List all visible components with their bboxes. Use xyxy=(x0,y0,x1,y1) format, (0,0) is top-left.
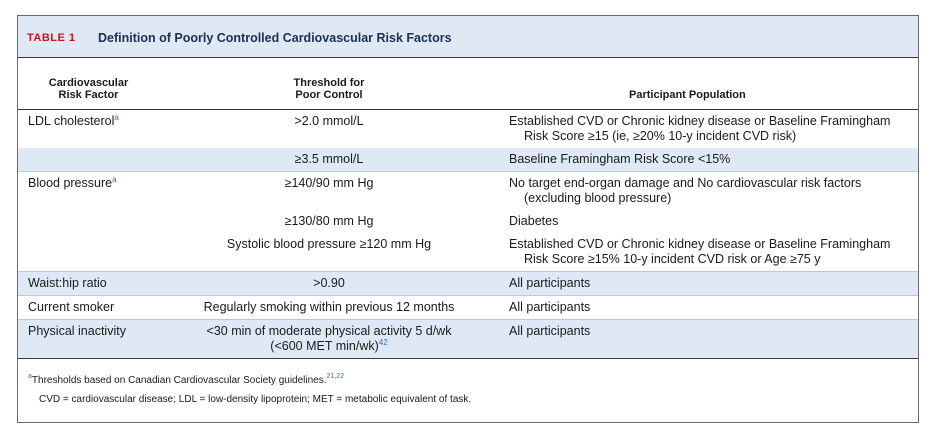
table-row: ≥3.5 mmol/L Baseline Framingham Risk Sco… xyxy=(18,147,918,171)
risk-factor-cell xyxy=(18,147,159,171)
table-row: Blood pressurea ≥140/90 mm Hg No target … xyxy=(18,170,918,210)
table-footnotes: aThresholds based on Canadian Cardiovasc… xyxy=(18,358,918,405)
header-row: Cardiovascular Risk Factor Threshold for… xyxy=(18,58,918,110)
threshold-cell: <30 min of moderate physical activity 5 … xyxy=(159,318,499,358)
table-label: TABLE 1 xyxy=(27,32,76,44)
table-row: Physical inactivity <30 min of moderate … xyxy=(18,318,918,358)
table-row: Systolic blood pressure ≥120 mm Hg Estab… xyxy=(18,233,918,272)
risk-factor-cell xyxy=(18,210,159,233)
population-cell: All participants xyxy=(499,318,918,358)
header-participant-population: Participant Population xyxy=(499,58,918,110)
population-cell: All participants xyxy=(499,294,918,319)
risk-factor-cell: Current smoker xyxy=(18,294,159,319)
population-cell: Established CVD or Chronic kidney diseas… xyxy=(509,236,891,266)
threshold-cell: >2.0 mmol/L xyxy=(159,108,499,148)
table-row: LDL cholesterola >2.0 mmol/L Established… xyxy=(18,108,918,148)
risk-factor-cell: Blood pressurea xyxy=(18,170,159,210)
reference-marker: 21,22 xyxy=(326,373,345,380)
table-row: Current smoker Regularly smoking within … xyxy=(18,294,918,319)
header-threshold: Threshold for Poor Control xyxy=(159,58,499,110)
threshold-cell: ≥130/80 mm Hg xyxy=(284,213,374,228)
footnote-marker: a xyxy=(114,112,119,122)
table-row: Waist:hip ratio >0.90 All participants xyxy=(18,270,918,295)
threshold-cell: Systolic blood pressure ≥120 mm Hg xyxy=(226,236,432,251)
header-risk-factor: Cardiovascular Risk Factor xyxy=(18,58,159,110)
table-row: ≥130/80 mm Hg Diabetes xyxy=(18,210,918,233)
table-caption: TABLE 1 Definition of Poorly Controlled … xyxy=(18,16,918,58)
population-cell: Baseline Framingham Risk Score <15% xyxy=(499,147,918,171)
risk-factor-table: Cardiovascular Risk Factor Threshold for… xyxy=(18,58,918,358)
footnote-a: aThresholds based on Canadian Cardiovasc… xyxy=(28,373,345,386)
threshold-cell: ≥140/90 mm Hg xyxy=(159,170,499,210)
risk-factor-cell: Physical inactivity xyxy=(18,318,159,358)
table-frame: TABLE 1 Definition of Poorly Controlled … xyxy=(17,15,919,423)
threshold-cell: Regularly smoking within previous 12 mon… xyxy=(159,294,499,319)
footnote-abbreviations: CVD = cardiovascular disease; LDL = low-… xyxy=(39,394,472,405)
risk-factor-cell xyxy=(18,233,159,272)
risk-factor-cell: Waist:hip ratio xyxy=(18,270,159,295)
threshold-cell: ≥3.5 mmol/L xyxy=(159,147,499,171)
population-cell: Diabetes xyxy=(509,213,559,228)
population-cell: Established CVD or Chronic kidney diseas… xyxy=(499,108,918,148)
risk-factor-cell: LDL cholesterola xyxy=(18,108,159,148)
table-title: Definition of Poorly Controlled Cardiova… xyxy=(98,31,452,45)
reference-marker: 42 xyxy=(378,337,388,347)
footnote-marker: a xyxy=(112,174,117,184)
population-cell: All participants xyxy=(499,270,918,295)
population-cell: No target end-organ damage and No cardio… xyxy=(499,170,918,210)
threshold-cell: >0.90 xyxy=(159,270,499,295)
